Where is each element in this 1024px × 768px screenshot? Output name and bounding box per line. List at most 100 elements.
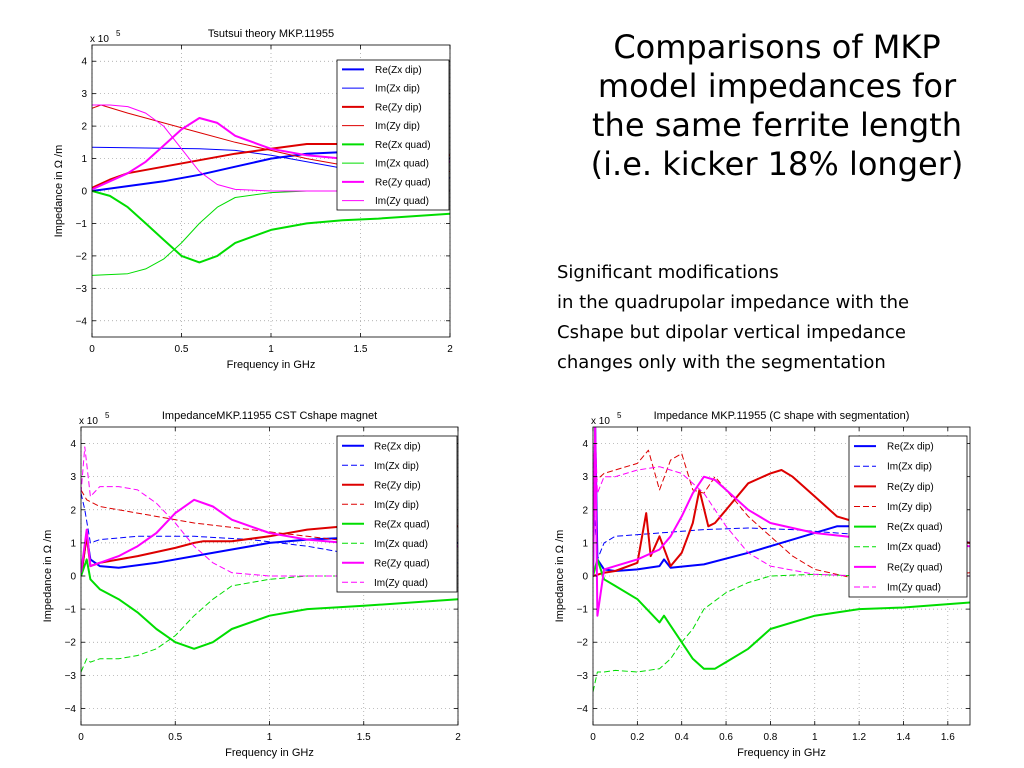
x-tick-label: 0.5 [175, 344, 189, 355]
series-line-im-zy-quad- [92, 104, 450, 192]
y-tick-label: −1 [76, 219, 88, 230]
series-line-re-zx-quad- [593, 558, 970, 670]
x-tick-label: 1 [812, 732, 818, 743]
y-tick-label: −1 [65, 605, 77, 616]
body-line: Significant modifications [557, 262, 779, 283]
y-tick-label: 3 [582, 472, 588, 483]
legend-entry: Im(Zy quad) [374, 578, 428, 589]
y-tick-label: 4 [70, 439, 76, 450]
series-line-im-zx-quad- [593, 573, 970, 693]
legend-entry: Im(Zy dip) [375, 121, 420, 132]
y-axis-label: Impedance in Ω /m [53, 145, 65, 238]
slide-title-line: Comparisons of MKP [613, 28, 941, 66]
y-tick-label: −4 [76, 316, 88, 327]
y-tick-label: 1 [582, 538, 588, 549]
x-tick-label: 0.5 [168, 732, 182, 743]
x-axis-label: Frequency in GHz [737, 747, 826, 759]
x-tick-label: 1.6 [941, 732, 955, 743]
slide-title-line: the same ferrite length [592, 106, 962, 144]
axis-multiplier: x 10 [90, 34, 109, 45]
y-axis-label: Impedance in Ω /m [554, 530, 566, 623]
x-tick-label: 1.2 [852, 732, 866, 743]
series-line-im-zy-quad- [81, 446, 458, 577]
axis-multiplier: x 10 [591, 416, 610, 427]
legend-entry: Re(Zy quad) [374, 558, 430, 569]
legend-box [848, 435, 968, 598]
series-group [593, 427, 970, 693]
x-tick-label: 1 [267, 732, 273, 743]
legend-entry: Im(Zy dip) [374, 500, 419, 511]
x-tick-label: 1.5 [357, 732, 371, 743]
y-tick-label: −2 [76, 251, 88, 262]
y-tick-label: 2 [70, 505, 76, 516]
body-line: in the quadrupolar impedance with the [557, 292, 910, 313]
series-line-re-zx-quad- [92, 190, 450, 264]
legend-entry: Im(Zy dip) [887, 502, 932, 513]
y-tick-label: 0 [70, 572, 76, 583]
y-tick-label: −1 [577, 605, 589, 616]
series-line-re-zy-quad- [593, 427, 970, 617]
legend-entry: Re(Zx quad) [375, 140, 431, 151]
slide-title: Comparisons of MKP model impedances for … [582, 28, 972, 184]
legend-entry: Im(Zy quad) [887, 582, 941, 593]
legend-entry: Im(Zx quad) [887, 542, 941, 553]
x-tick-label: 1.5 [354, 344, 368, 355]
x-axis-label: Frequency in GHz [227, 359, 316, 371]
axis-multiplier-exponent: 5 [105, 411, 110, 420]
x-tick-label: 0 [590, 732, 596, 743]
x-tick-label: 0 [89, 344, 95, 355]
legend-entry: Im(Zy quad) [375, 196, 429, 207]
y-tick-label: 4 [582, 439, 588, 450]
legend-entry: Im(Zx quad) [374, 539, 428, 550]
axis-multiplier-exponent: 5 [116, 29, 121, 38]
x-tick-label: 0.8 [763, 732, 777, 743]
y-tick-label: 1 [81, 154, 87, 165]
x-tick-label: 2 [447, 344, 453, 355]
y-tick-label: −3 [76, 284, 88, 295]
y-tick-label: 0 [582, 572, 588, 583]
x-tick-label: 1.4 [897, 732, 911, 743]
y-tick-label: −3 [577, 671, 589, 682]
y-tick-label: −4 [65, 704, 77, 715]
slide-title-line: model impedances for [597, 67, 957, 105]
y-tick-label: 1 [70, 538, 76, 549]
legend-box [336, 59, 450, 211]
legend-entry: Re(Zx quad) [887, 522, 943, 533]
y-tick-label: −2 [65, 638, 77, 649]
x-tick-label: 1 [268, 344, 274, 355]
legend-box [336, 435, 458, 593]
y-tick-label: 3 [81, 89, 87, 100]
y-tick-label: 2 [582, 505, 588, 516]
series-line-im-zy-quad- [593, 427, 970, 577]
y-tick-label: −4 [577, 704, 589, 715]
legend-entry: Im(Zx dip) [375, 84, 420, 95]
legend-entry: Re(Zx quad) [374, 519, 430, 530]
series-line-re-zy-dip- [593, 469, 970, 577]
y-axis-label: Impedance in Ω /m [42, 530, 54, 623]
slide-body-text: Significant modifications in the quadrup… [557, 258, 1017, 378]
series-line-im-zx-dip- [81, 493, 458, 564]
legend-entry: Im(Zx quad) [375, 159, 429, 170]
chart-title: ImpedanceMKP.11955 CST Cshape magnet [162, 410, 377, 422]
y-tick-label: 4 [81, 57, 87, 68]
legend-entry: Re(Zx dip) [887, 442, 934, 453]
body-line: changes only with the segmentation [557, 352, 886, 373]
chart-title: Tsutsui theory MKP.11955 [208, 28, 334, 40]
y-tick-label: 0 [81, 187, 87, 198]
legend-entry: Re(Zy dip) [375, 102, 422, 113]
y-tick-label: 3 [70, 472, 76, 483]
x-tick-label: 2 [455, 732, 461, 743]
y-tick-label: 2 [81, 122, 87, 133]
y-tick-label: −3 [65, 671, 77, 682]
series-line-re-zy-quad- [81, 498, 458, 573]
x-axis-label: Frequency in GHz [225, 747, 314, 759]
x-tick-label: 0.6 [719, 732, 733, 743]
legend-entry: Im(Zx dip) [887, 462, 932, 473]
legend-entry: Re(Zy dip) [374, 480, 421, 491]
body-line: Cshape but dipolar vertical impedance [557, 322, 906, 343]
slide-title-line: (i.e. kicker 18% longer) [590, 145, 964, 183]
legend-entry: Im(Zx dip) [374, 461, 419, 472]
